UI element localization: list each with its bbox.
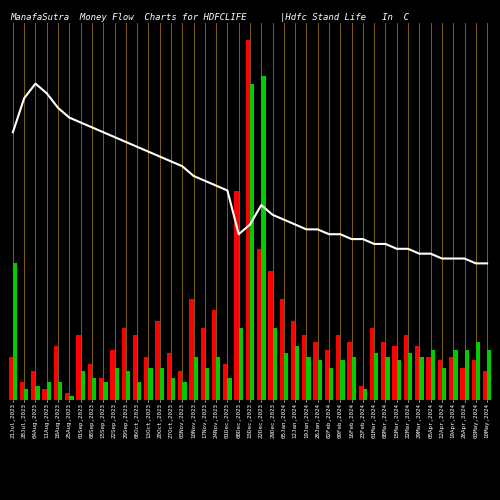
Bar (36, 386, 40, 400)
Bar (234, 192, 238, 400)
Bar (160, 368, 164, 400)
Bar (306, 357, 310, 400)
Bar (80, 371, 85, 400)
Bar (348, 342, 352, 400)
Bar (246, 40, 250, 400)
Bar (70, 396, 73, 400)
Bar (374, 354, 378, 400)
Bar (314, 342, 318, 400)
Bar (144, 357, 148, 400)
Bar (20, 382, 24, 400)
Bar (280, 300, 284, 400)
Bar (291, 321, 295, 400)
Bar (336, 336, 340, 400)
Bar (262, 76, 266, 400)
Bar (122, 328, 126, 400)
Bar (54, 346, 58, 400)
Bar (472, 360, 476, 400)
Bar (352, 357, 356, 400)
Bar (438, 360, 442, 400)
Bar (223, 364, 228, 400)
Bar (58, 382, 62, 400)
Bar (178, 371, 182, 400)
Bar (381, 342, 386, 400)
Bar (420, 357, 424, 400)
Bar (65, 393, 70, 400)
Bar (295, 346, 300, 400)
Bar (324, 350, 329, 400)
Bar (13, 264, 17, 400)
Bar (228, 378, 232, 400)
Bar (426, 357, 430, 400)
Bar (190, 300, 194, 400)
Bar (205, 368, 209, 400)
Bar (363, 389, 367, 400)
Bar (88, 364, 92, 400)
Bar (148, 368, 152, 400)
Bar (24, 389, 28, 400)
Bar (392, 346, 397, 400)
Bar (8, 357, 13, 400)
Bar (31, 371, 36, 400)
Bar (133, 336, 137, 400)
Bar (42, 389, 47, 400)
Bar (166, 354, 171, 400)
Bar (358, 386, 363, 400)
Bar (449, 357, 453, 400)
Bar (340, 360, 344, 400)
Bar (257, 249, 262, 400)
Bar (47, 382, 51, 400)
Bar (182, 382, 186, 400)
Bar (397, 360, 401, 400)
Bar (156, 321, 160, 400)
Bar (487, 350, 492, 400)
Bar (442, 368, 446, 400)
Bar (370, 328, 374, 400)
Bar (329, 368, 334, 400)
Bar (110, 350, 114, 400)
Bar (302, 336, 306, 400)
Bar (284, 354, 288, 400)
Text: ManafaSutra  Money Flow  Charts for HDFCLIFE: ManafaSutra Money Flow Charts for HDFCLI… (10, 12, 246, 22)
Bar (453, 350, 458, 400)
Bar (194, 357, 198, 400)
Bar (318, 360, 322, 400)
Text: |Hdfc Stand Life   In  C: |Hdfc Stand Life In C (280, 12, 409, 22)
Bar (99, 378, 103, 400)
Bar (200, 328, 205, 400)
Bar (114, 368, 119, 400)
Bar (250, 84, 254, 400)
Bar (408, 354, 412, 400)
Bar (268, 270, 272, 400)
Bar (76, 336, 80, 400)
Bar (430, 350, 435, 400)
Bar (483, 371, 487, 400)
Bar (476, 342, 480, 400)
Bar (137, 382, 141, 400)
Bar (464, 350, 469, 400)
Bar (238, 328, 243, 400)
Bar (386, 357, 390, 400)
Bar (212, 310, 216, 400)
Bar (92, 378, 96, 400)
Bar (272, 328, 277, 400)
Bar (126, 371, 130, 400)
Bar (216, 357, 220, 400)
Bar (404, 336, 408, 400)
Bar (103, 382, 108, 400)
Bar (171, 378, 175, 400)
Bar (460, 368, 464, 400)
Bar (415, 346, 420, 400)
